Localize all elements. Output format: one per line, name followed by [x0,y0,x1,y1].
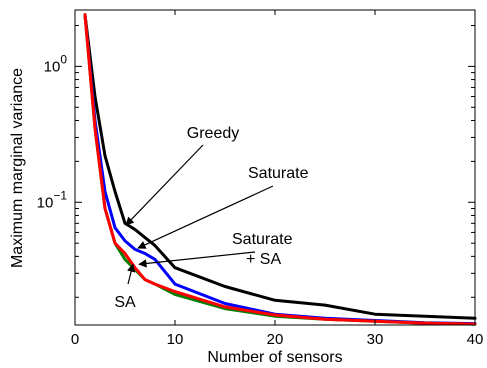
annotation-layer: Greedy Saturate Saturate + SA SA [114,125,308,311]
x-axis-label: Number of sensors [207,349,342,366]
annotation-label: Saturate [248,165,309,182]
annotation-arrow [125,144,204,226]
x-tick-label: 10 [167,331,184,348]
y-axis-label: Maximum marginal variance [9,68,26,268]
annotation-label: SA [114,294,136,311]
tick-layer: 0 10 20 30 40 100 10−1 [37,10,484,348]
annotation-arrow [138,251,256,268]
annotation-arrow [137,185,274,249]
annotation-label: Saturate + SA [232,231,293,268]
y-tick-label: 10−1 [37,188,68,211]
annotation-label: Greedy [187,125,239,142]
x-tick-label: 0 [71,331,79,348]
x-tick-label: 40 [467,331,484,348]
x-tick-label: 20 [267,331,284,348]
series-line-3 [83,13,477,326]
annotation-arrow [127,263,136,285]
x-tick-label: 30 [367,331,384,348]
series-line-0 [83,13,477,320]
y-tick-label: 100 [44,52,68,75]
series-layer [83,13,477,326]
